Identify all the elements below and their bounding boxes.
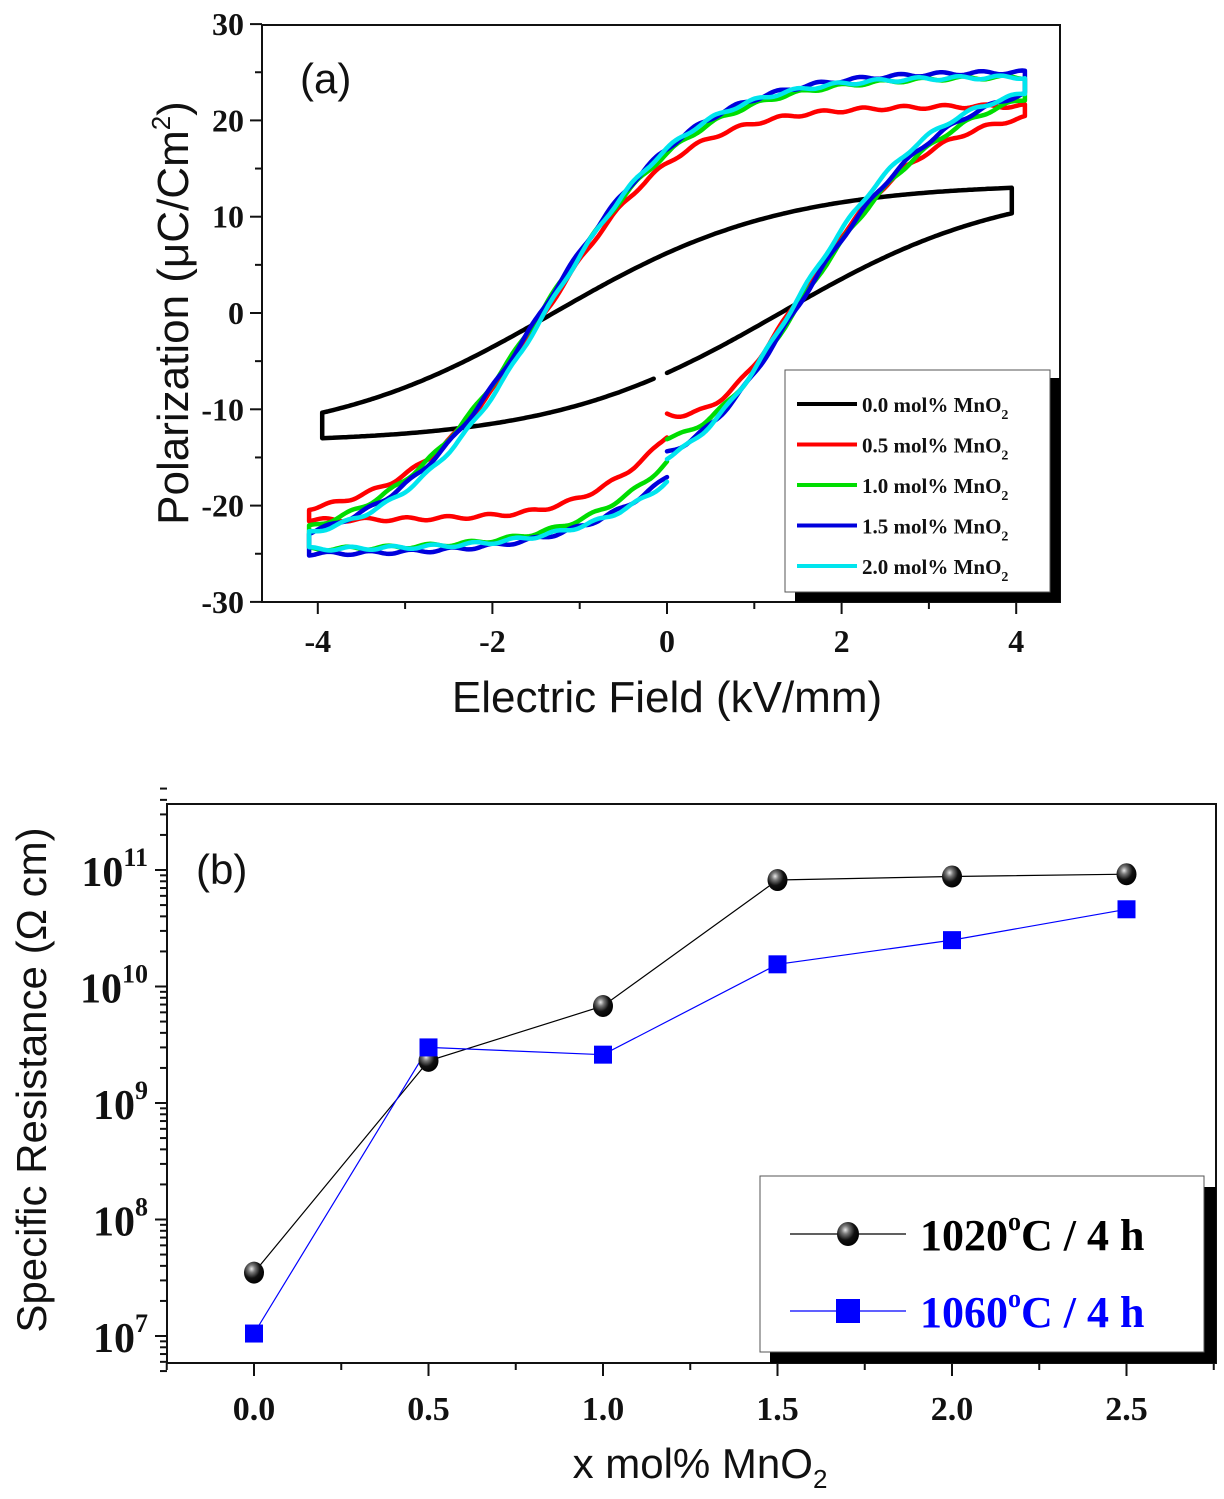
- panel-a-y-axis-title: Polarization (μC/Cm2): [146, 101, 198, 525]
- y-tick-label: -30: [201, 584, 244, 620]
- y-tick-label: -10: [201, 391, 244, 427]
- y-tick-exp: 8: [135, 1193, 148, 1222]
- x-tick-label: 4: [1008, 623, 1024, 659]
- legend-label-sup: o: [1008, 1207, 1021, 1236]
- legend-label-end: C / 4 h: [1021, 1288, 1144, 1337]
- data-point-1020C: [942, 865, 962, 888]
- panel-a-label: (a): [300, 55, 351, 102]
- x-tick-label: 2: [834, 623, 850, 659]
- y-tick-label: 0: [228, 295, 244, 331]
- panel-b-x-axis-title: x mol% MnO2: [573, 1440, 828, 1494]
- x-tick-label: 1.5: [756, 1391, 799, 1428]
- legend-label: 0.0 mol% MnO2: [862, 393, 1008, 423]
- x-tick-label: 1.0: [582, 1391, 625, 1428]
- panel-a-y-axis: -30 -20 -10 0 10 20 30: [201, 6, 262, 620]
- y-tick-base: 10: [81, 850, 123, 896]
- panel-b-x-axis-title-sub: 2: [813, 1464, 827, 1494]
- x-tick-label: 0.0: [233, 1391, 276, 1428]
- data-point-1020C: [767, 869, 788, 892]
- y-tick-base: 10: [93, 1316, 135, 1362]
- x-tick-label: -4: [304, 623, 331, 659]
- legend-square-marker: [836, 1299, 860, 1323]
- legend-label: 1060oC / 4 h: [920, 1284, 1144, 1337]
- data-point-1060C: [1117, 900, 1136, 919]
- panel-b-series-lines: [253, 873, 1127, 1334]
- hysteresis-loop-0.0: [319, 185, 1015, 441]
- x-tick-label: -2: [479, 623, 506, 659]
- y-tick-exp: 11: [123, 843, 148, 872]
- data-point-1020C: [1116, 863, 1137, 886]
- x-tick-label: 0.5: [407, 1391, 450, 1428]
- x-tick-label: 2.5: [1105, 1391, 1148, 1428]
- y-tick-label: 109: [93, 1076, 148, 1129]
- panel-b-markers: [244, 863, 1137, 1343]
- y-tick-label: 30: [212, 6, 244, 42]
- panel-b-label: (b): [196, 846, 247, 893]
- y-tick-label: 1010: [80, 960, 148, 1013]
- y-tick-base: 10: [93, 1083, 135, 1129]
- legend-label-sub: 2: [1001, 449, 1008, 464]
- legend-label: 0.5 mol% MnO2: [862, 434, 1008, 464]
- legend-label-end: C / 4 h: [1021, 1211, 1144, 1260]
- panel-a-y-axis-title-main: Polarization (μC/Cm: [149, 130, 198, 525]
- y-tick-exp: 9: [135, 1076, 148, 1105]
- legend-label-main: 0.0 mol% MnO: [862, 393, 1001, 417]
- y-tick-label: 107: [93, 1309, 148, 1362]
- legend-sphere-marker: [837, 1222, 859, 1246]
- y-tick-base: 10: [93, 1200, 135, 1246]
- legend-label-main: 1.0 mol% MnO: [862, 474, 1001, 498]
- y-tick-label: 1011: [81, 843, 148, 896]
- data-point-1060C: [245, 1324, 263, 1343]
- hysteresis-loop-2.0: [306, 73, 1028, 553]
- data-point-1060C: [419, 1038, 438, 1057]
- legend-label-main: 2.0 mol% MnO: [862, 555, 1001, 579]
- y-tick-label: 108: [93, 1193, 148, 1246]
- y-tick-base: 10: [80, 967, 122, 1013]
- legend-label-main: 1.5 mol% MnO: [862, 515, 1001, 539]
- legend-label-main: 0.5 mol% MnO: [862, 434, 1001, 458]
- legend-label: 1.5 mol% MnO2: [862, 515, 1008, 545]
- panel-b-x-axis: 0.0 0.5 1.0 1.5 2.0 2.5: [165, 1363, 1215, 1428]
- panel-a-y-axis-title-end: ): [149, 101, 198, 116]
- legend-label-main: 1060: [920, 1288, 1008, 1337]
- panel-b-x-axis-title-main: x mol% MnO: [573, 1440, 813, 1487]
- x-tick-label: 2.0: [931, 1391, 974, 1428]
- legend-label-sub: 2: [1001, 489, 1008, 504]
- panel-b-y-axis-title: Specific Resistance (Ω cm): [8, 827, 55, 1332]
- panel-a-x-axis: -4 -2 0 2 4: [304, 602, 1024, 659]
- panel-a-y-axis-title-sup: 2: [146, 116, 176, 130]
- y-tick-label: 20: [212, 102, 244, 138]
- legend-label-sup: o: [1008, 1284, 1021, 1313]
- data-point-1060C: [594, 1045, 612, 1064]
- data-point-1060C: [768, 955, 787, 974]
- legend-label-sub: 2: [1001, 408, 1008, 423]
- data-point-1020C: [593, 995, 613, 1018]
- legend-label-sub: 2: [1001, 570, 1008, 585]
- legend-label-sub: 2: [1001, 530, 1008, 545]
- panel-a-legend-box: [784, 369, 1051, 593]
- legend-label-main: 1020: [920, 1211, 1008, 1260]
- series-line-1060: [253, 908, 1127, 1334]
- y-tick-label: 10: [212, 199, 244, 235]
- y-tick-exp: 7: [135, 1309, 148, 1338]
- panel-b-legend-box: [759, 1175, 1205, 1353]
- data-point-1060C: [943, 931, 961, 950]
- data-point-1020C: [244, 1261, 264, 1284]
- legend-label: 2.0 mol% MnO2: [862, 555, 1008, 585]
- legend-label: 1020oC / 4 h: [920, 1207, 1144, 1260]
- panel-a-curves: [306, 68, 1028, 558]
- y-tick-label: -20: [201, 488, 244, 524]
- y-tick-exp: 10: [122, 960, 148, 989]
- x-tick-label: 0: [659, 623, 675, 659]
- panel-a-x-axis-title: Electric Field (kV/mm): [452, 673, 882, 722]
- legend-label: 1.0 mol% MnO2: [862, 474, 1008, 504]
